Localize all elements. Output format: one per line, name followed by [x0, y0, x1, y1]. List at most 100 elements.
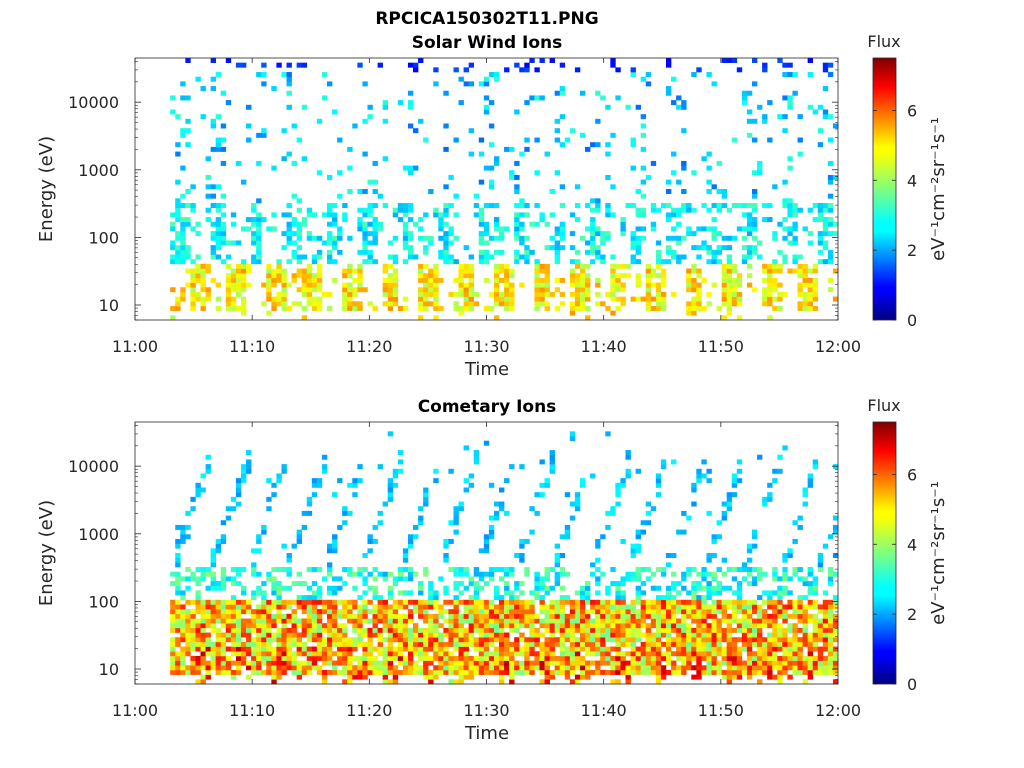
heatmap-cell [306, 660, 313, 666]
heatmap-cell [590, 240, 596, 246]
heatmap-cell [235, 263, 242, 269]
heatmap-cell [413, 632, 419, 638]
heatmap-cell [311, 301, 318, 307]
heatmap-cell [600, 609, 606, 615]
heatmap-cell [615, 655, 621, 661]
heatmap-cell [357, 567, 363, 573]
heatmap-cell [473, 581, 480, 587]
heatmap-cell [726, 259, 733, 265]
heatmap-cell [326, 609, 333, 615]
heatmap-cell [777, 249, 783, 255]
heatmap-cell [812, 277, 819, 283]
heatmap-cell [468, 268, 475, 274]
heatmap-cell [681, 609, 687, 615]
heatmap-cell [746, 581, 753, 587]
heatmap-cell [579, 590, 586, 596]
heatmap-cell [605, 632, 611, 638]
heatmap-cell [812, 637, 819, 643]
heatmap-cell [605, 655, 611, 661]
heatmap-cell [392, 291, 399, 297]
heatmap-cell [691, 170, 697, 176]
heatmap-cell [711, 231, 717, 237]
heatmap-cell [326, 618, 333, 624]
heatmap-cell [812, 665, 819, 671]
heatmap-cell [822, 655, 829, 661]
heatmap-cell [387, 679, 394, 685]
heatmap-cell [731, 296, 738, 302]
heatmap-cell [595, 627, 601, 633]
heatmap-cell [382, 660, 389, 666]
heatmap-cell [792, 571, 798, 577]
heatmap-cell [812, 263, 819, 269]
heatmap-cell [635, 273, 641, 279]
heatmap-cell [655, 651, 662, 657]
heatmap-cell [726, 660, 733, 666]
heatmap-cell [640, 613, 647, 619]
heatmap-cell [691, 487, 697, 493]
heatmap-cell [529, 627, 535, 633]
heatmap-cell [453, 567, 459, 573]
heatmap-cell [762, 637, 768, 643]
heatmap-cell [453, 235, 459, 241]
heatmap-cell [802, 613, 808, 619]
heatmap-cell [751, 81, 758, 87]
heatmap-cell [822, 604, 829, 610]
heatmap-cell [342, 520, 348, 526]
heatmap-cell [438, 217, 444, 223]
heatmap-cell [721, 510, 727, 516]
axes: 11:00 11:10 11:20 11:30 11:40 11:50 12:0010100… [68, 58, 861, 356]
heatmap-cell [782, 576, 788, 582]
heatmap-cell [802, 609, 808, 615]
heatmap-cell [751, 669, 758, 675]
heatmap-cell [175, 604, 181, 610]
heatmap-cell [205, 669, 211, 675]
heatmap-cell [306, 609, 313, 615]
heatmap-cell [797, 637, 803, 643]
heatmap-cell [534, 576, 540, 582]
y-tick-label: 10000 [68, 93, 119, 112]
heatmap-cell [529, 590, 535, 596]
heatmap-cell [514, 235, 520, 241]
heatmap-cell [215, 637, 222, 643]
heatmap-cell [772, 296, 778, 302]
heatmap-cell [746, 221, 753, 227]
heatmap-cell [620, 651, 626, 657]
heatmap-cell [230, 651, 237, 657]
heatmap-cell [311, 482, 318, 488]
heatmap-cell [595, 557, 601, 563]
heatmap-cell [514, 637, 520, 643]
heatmap-cell [569, 212, 576, 218]
heatmap-cell [655, 254, 662, 260]
heatmap-cell [235, 268, 242, 274]
y-axis-label: Energy (eV) [36, 136, 57, 242]
heatmap-cell [554, 277, 561, 283]
heatmap-cell [443, 641, 449, 647]
heatmap-cell [585, 623, 591, 629]
heatmap-cell [478, 637, 485, 643]
heatmap-cell [660, 203, 667, 209]
heatmap-cell [286, 655, 292, 661]
heatmap-cell [377, 651, 383, 657]
heatmap-cell [721, 646, 727, 652]
heatmap-cell [423, 273, 429, 279]
heatmap-cell [362, 240, 368, 246]
heatmap-cell [726, 674, 733, 680]
heatmap-cell [210, 641, 216, 647]
heatmap-cell [402, 669, 409, 675]
heatmap-cell [407, 231, 414, 237]
heatmap-cell [782, 445, 788, 451]
heatmap-cell [387, 282, 394, 288]
heatmap-cell [539, 212, 545, 218]
heatmap-cell [326, 590, 333, 596]
heatmap-cell [605, 609, 611, 615]
heatmap-cell [190, 599, 196, 605]
heatmap-cell [645, 632, 652, 638]
heatmap-cell [696, 245, 702, 251]
heatmap-cell [625, 454, 631, 460]
heatmap-cell [321, 468, 328, 474]
heatmap-cell [377, 62, 383, 68]
heatmap-cell [822, 609, 829, 615]
heatmap-cell [468, 301, 475, 307]
heatmap-cell [509, 268, 515, 274]
heatmap-cell [382, 277, 389, 283]
